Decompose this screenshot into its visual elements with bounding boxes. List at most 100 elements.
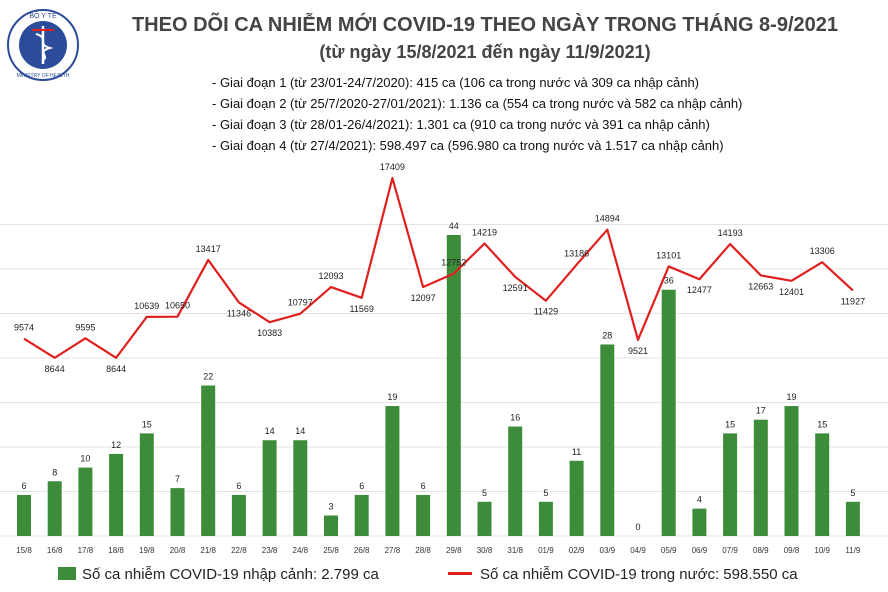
x-tick-label: 11/9 <box>845 546 861 555</box>
bar <box>78 467 93 536</box>
bar-label: 3 <box>328 501 333 511</box>
x-tick-label: 29/8 <box>446 546 462 555</box>
x-tick-label: 04/9 <box>630 546 646 555</box>
phase-item: - Giai đoạn 3 (từ 28/01-26/4/2021): 1.30… <box>212 117 710 132</box>
bar-label: 6 <box>359 481 364 491</box>
bar-label: 5 <box>482 488 487 498</box>
bar <box>416 494 431 536</box>
line-label: 13186 <box>564 249 589 259</box>
phase-item: - Giai đoạn 2 (từ 25/7/2020-27/01/2021):… <box>212 96 743 111</box>
line-label: 10383 <box>257 328 282 338</box>
bar <box>569 460 584 536</box>
bar-label: 14 <box>295 426 305 436</box>
line-label: 14894 <box>595 214 620 224</box>
bar-label: 15 <box>725 419 735 429</box>
x-tick-label: 19/8 <box>139 546 155 555</box>
line-label: 14193 <box>718 228 743 238</box>
line-label: 11569 <box>350 304 374 314</box>
x-tick-label: 18/8 <box>108 546 124 555</box>
legend-bar-swatch <box>58 567 76 580</box>
x-tick-label: 05/9 <box>661 546 677 555</box>
bar-label: 36 <box>664 276 674 286</box>
bar <box>385 406 400 536</box>
bar <box>17 494 31 536</box>
line-label: 12097 <box>411 293 436 303</box>
line-label: 10797 <box>288 298 313 308</box>
bar <box>262 440 277 536</box>
line-labels: 9574 8644 9595 8644 10639 10650 13417 11346 1038… <box>14 162 865 374</box>
bar <box>753 419 768 536</box>
x-tick-label: 30/8 <box>477 546 493 555</box>
bar <box>692 508 707 536</box>
bar-label: 19 <box>387 392 397 402</box>
bar <box>354 494 369 536</box>
bar <box>508 426 523 536</box>
line-label: 12591 <box>503 283 528 293</box>
line-label: 12401 <box>779 287 804 297</box>
bar <box>784 406 799 536</box>
phase-item: - Giai đoạn 4 (từ 27/4/2021): 598.497 ca… <box>212 138 724 153</box>
bar-label: 10 <box>80 454 90 464</box>
line-label: 8644 <box>106 364 126 374</box>
line-label: 12663 <box>748 281 773 291</box>
legend-bar: Số ca nhiễm COVID-19 nhập cảnh: 2.799 ca <box>58 566 379 583</box>
bar <box>201 385 216 536</box>
bar-label: 0 <box>635 522 640 532</box>
line-label: 8644 <box>45 364 65 374</box>
logo-subtext: MINISTRY OF HEALTH <box>17 73 70 79</box>
bar <box>723 433 738 536</box>
x-tick-label: 22/8 <box>231 546 247 555</box>
line-label: 9595 <box>75 322 95 332</box>
x-tick-label: 09/8 <box>784 546 800 555</box>
bar-label: 7 <box>175 474 180 484</box>
line-label: 12752 <box>441 258 466 268</box>
x-tick-label: 16/8 <box>47 546 63 555</box>
ministry-logo: BỘ Y TẾ MINISTRY OF HEALTH <box>6 8 80 82</box>
bar-label: 17 <box>756 406 766 416</box>
x-tick-label: 10/9 <box>814 546 830 555</box>
x-tick-label: 24/8 <box>293 546 309 555</box>
x-tick-label: 01/9 <box>538 546 554 555</box>
x-tick-label: 17/8 <box>78 546 94 555</box>
bar <box>170 488 185 536</box>
bar-label: 16 <box>510 413 520 423</box>
line-label: 9521 <box>628 346 648 356</box>
x-tick-label: 21/8 <box>200 546 216 555</box>
bar <box>324 515 338 536</box>
bar-label: 5 <box>543 488 548 498</box>
bar <box>47 481 62 536</box>
phase-list: - Giai đoạn 1 (từ 23/01-24/7/2020): 415 … <box>212 72 742 156</box>
x-tick-label: 08/9 <box>753 546 769 555</box>
x-tick-label: 07/9 <box>722 546 738 555</box>
line-label: 13306 <box>810 246 835 256</box>
logo-text: BỘ Y TẾ <box>29 10 57 20</box>
line-label: 14219 <box>472 228 497 238</box>
bar-label: 8 <box>52 467 57 477</box>
line-label: 13417 <box>196 244 221 254</box>
line-label: 11346 <box>227 308 251 318</box>
x-tick-label: 23/8 <box>262 546 278 555</box>
bar-label: 5 <box>850 488 855 498</box>
legend-line: Số ca nhiễm COVID-19 trong nước: 598.550… <box>448 566 798 583</box>
line-label: 10639 <box>134 301 159 311</box>
bar-label: 6 <box>236 481 241 491</box>
bar-label: 19 <box>786 392 796 402</box>
line-path <box>23 177 854 359</box>
bar <box>815 433 830 536</box>
legend-bar-label: Số ca nhiễm COVID-19 nhập cảnh: 2.799 ca <box>82 566 379 583</box>
bar-label: 15 <box>142 419 152 429</box>
x-tick-label: 28/8 <box>415 546 431 555</box>
bar-label: 14 <box>265 426 275 436</box>
x-tick-label: 26/8 <box>354 546 370 555</box>
line-label: 10650 <box>165 301 190 311</box>
bar <box>139 433 154 536</box>
line-label: 13101 <box>656 250 681 260</box>
bar <box>293 440 308 536</box>
legend-line-label: Số ca nhiễm COVID-19 trong nước: 598.550… <box>480 566 798 583</box>
x-tick-label: 27/8 <box>385 546 401 555</box>
x-tick-label: 03/9 <box>600 546 616 555</box>
bar <box>109 453 124 536</box>
chart-title: THEO DÕI CA NHIỄM MỚI COVID-19 THEO NGÀY… <box>131 14 839 36</box>
